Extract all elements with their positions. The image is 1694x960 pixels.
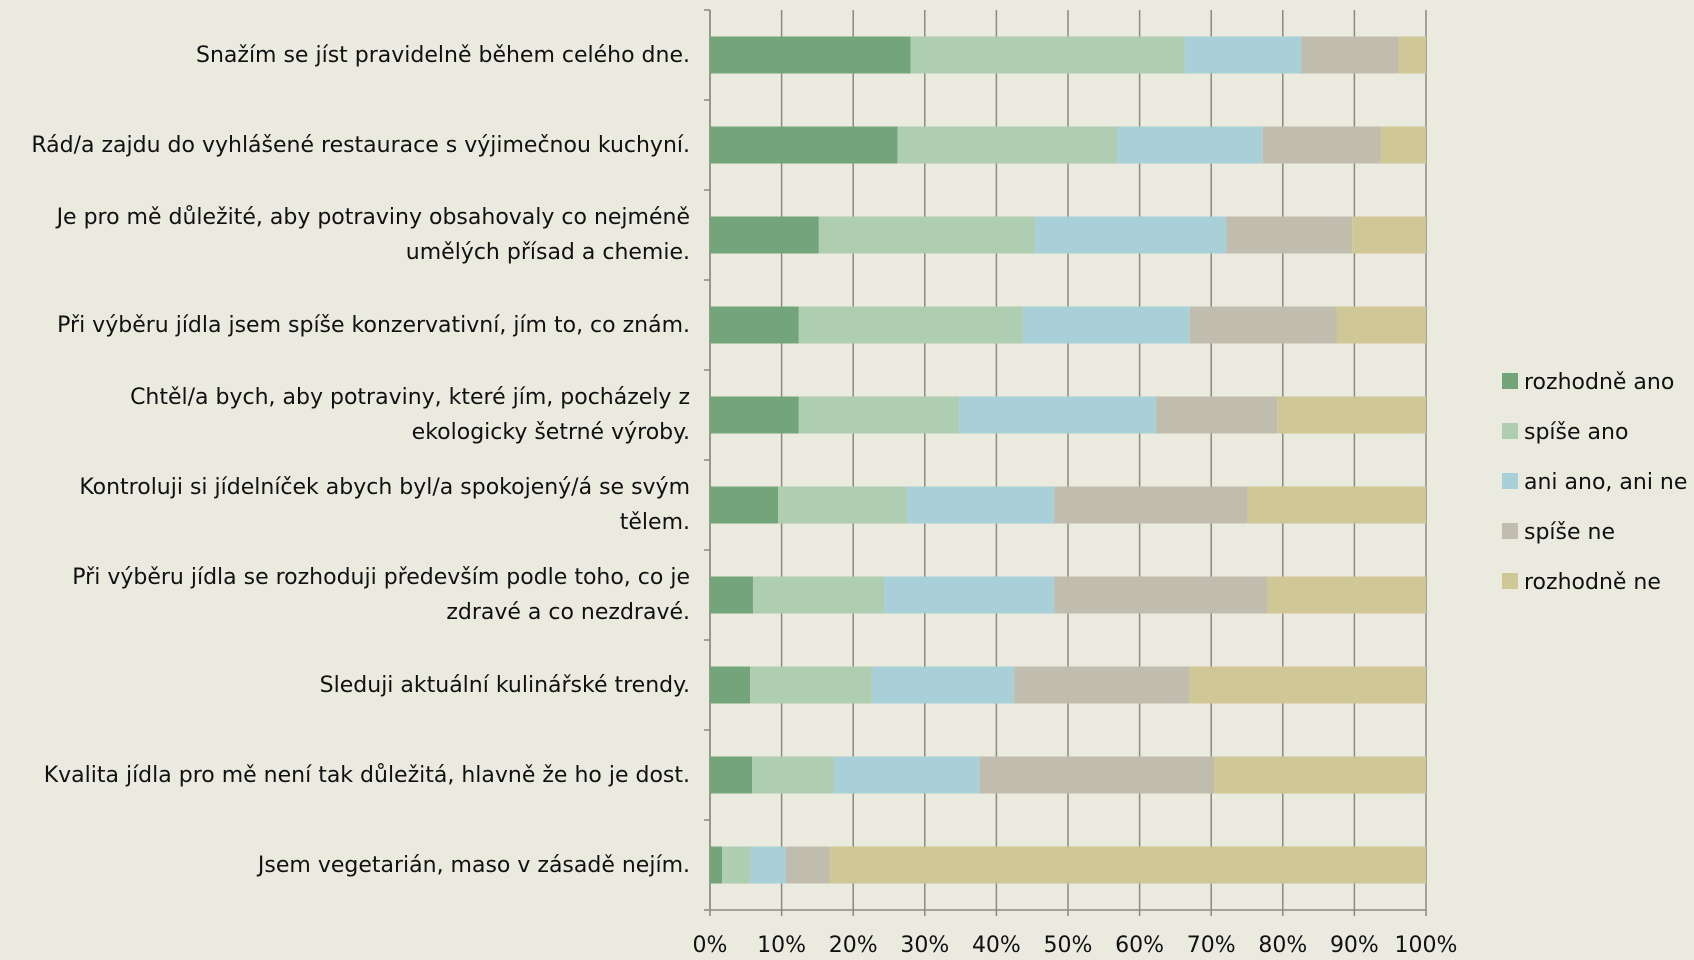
bar-segment [979, 756, 1215, 794]
category-label: Snažím se jíst pravidelně během celého d… [196, 42, 690, 68]
x-tick-label: 50% [1044, 933, 1093, 958]
bar-segment [871, 666, 1015, 704]
x-tick-label: 20% [829, 933, 878, 958]
bar-segment [1352, 216, 1426, 254]
bar-segment [752, 576, 884, 614]
bar-segment [1156, 396, 1278, 434]
legend-label: rozhodně ano [1524, 370, 1674, 395]
bar-segment [1336, 306, 1426, 344]
category-label: Chtěl/a bych, aby potraviny, které jím, … [130, 385, 690, 445]
bar-segment [1184, 36, 1302, 74]
x-tick-label: 80% [1258, 933, 1307, 958]
bar-segment [750, 666, 872, 704]
category-label: Při výběru jídla se rozhoduji především … [72, 565, 690, 625]
bar-segment [710, 306, 799, 344]
x-tick-label: 0% [693, 933, 728, 958]
x-tick-label: 30% [900, 933, 949, 958]
x-tick-label: 100% [1395, 933, 1458, 958]
x-tick-label: 10% [757, 933, 806, 958]
legend-swatch [1502, 373, 1518, 389]
bar-segment [959, 396, 1157, 434]
bar-segment [1022, 306, 1190, 344]
bar-segment [1247, 486, 1426, 524]
bar-segment [798, 396, 960, 434]
x-tick-label: 60% [1115, 933, 1164, 958]
category-label: Jsem vegetarián, maso v zásadě nejím. [257, 852, 690, 878]
bar-segment [710, 576, 753, 614]
bar-segment [1214, 756, 1426, 794]
bar-segment [1226, 216, 1353, 254]
bar-segment [910, 36, 1185, 74]
bar-segment [1054, 486, 1248, 524]
bar-segment [1262, 126, 1381, 164]
bar-segment [1189, 666, 1426, 704]
category-label: Sleduji aktuální kulinářské trendy. [319, 672, 690, 698]
bar-segment [710, 846, 723, 884]
bar-segment [710, 396, 799, 434]
bar-segment [818, 216, 1036, 254]
legend-label: ani ano, ani ne [1524, 470, 1687, 495]
category-label: Při výběru jídla jsem spíše konzervativn… [57, 312, 690, 338]
bar-segment [1267, 576, 1426, 614]
bar-segment [897, 126, 1118, 164]
bar-segment [710, 126, 898, 164]
legend-label: rozhodně ne [1524, 570, 1661, 595]
bar-segment [829, 846, 1426, 884]
bar-segment [1301, 36, 1399, 74]
legend-swatch [1502, 473, 1518, 489]
legend-label: spíše ano [1524, 420, 1628, 445]
bar-segment [1380, 126, 1426, 164]
bar-segment [750, 846, 786, 884]
legend-swatch [1502, 573, 1518, 589]
legend-swatch [1502, 423, 1518, 439]
bar-segment [906, 486, 1055, 524]
bar-segment [710, 216, 819, 254]
bar-segment [1014, 666, 1190, 704]
bar-segment [1277, 396, 1426, 434]
bar-segment [710, 756, 753, 794]
bar-segment [785, 846, 830, 884]
bar-segment [710, 666, 751, 704]
bar-segment [1117, 126, 1263, 164]
x-tick-label: 90% [1330, 933, 1379, 958]
bar-segment [710, 36, 911, 74]
bar-segment [833, 756, 980, 794]
bar-segment [1189, 306, 1337, 344]
x-tick-label: 70% [1187, 933, 1236, 958]
legend-swatch [1502, 523, 1518, 539]
category-label: Rád/a zajdu do vyhlášené restaurace s vý… [31, 132, 690, 158]
category-label: Kvalita jídla pro mě není tak důležitá, … [43, 762, 690, 788]
bar-segment [1035, 216, 1227, 254]
category-label: Je pro mě důležité, aby potraviny obsaho… [56, 205, 690, 265]
bar-segment [1398, 36, 1426, 74]
x-tick-label: 40% [972, 933, 1021, 958]
bar-segment [778, 486, 907, 524]
category-label: Kontroluji si jídelníček abych byl/a spo… [79, 475, 690, 535]
bar-segment [1054, 576, 1268, 614]
bar-segment [752, 756, 834, 794]
bar-segment [883, 576, 1055, 614]
bar-segment [722, 846, 751, 884]
bar-segment [798, 306, 1023, 344]
bar-segment [710, 486, 779, 524]
legend-label: spíše ne [1524, 520, 1615, 545]
